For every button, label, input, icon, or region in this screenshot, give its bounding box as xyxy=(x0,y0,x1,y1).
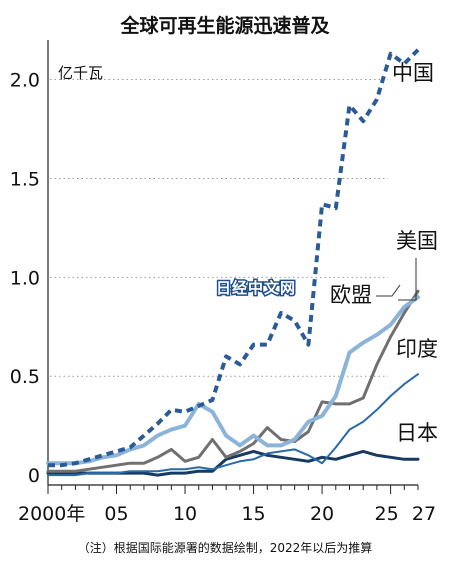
y-tick-label: 0 xyxy=(28,465,40,487)
series-label-4: 日本 xyxy=(396,421,438,445)
axes: 0 0.5 1.0 1.5 2.0 2000年 05 10 15 20 25 27 xyxy=(10,40,436,525)
y-tick-label: 1.5 xyxy=(10,168,40,190)
series-label-0: 中国 xyxy=(392,61,434,85)
series-lines xyxy=(46,48,420,477)
footnote: （注）根据国际能源署的数据绘制，2022年以后为推算 xyxy=(78,540,373,555)
y-tick-label: 2.0 xyxy=(10,70,40,92)
watermark: 日经中文网 xyxy=(216,279,296,297)
grid-lines xyxy=(50,79,388,377)
chart-title: 全球可再生能源迅速普及 xyxy=(119,14,330,37)
x-tick-label: 27 xyxy=(412,503,436,525)
series-label-3: 印度 xyxy=(396,337,438,361)
x-tick-label: 2000年 xyxy=(18,503,85,525)
label-leader-line xyxy=(398,258,417,301)
y-tick-label: 0.5 xyxy=(10,366,40,388)
series-line-2 xyxy=(46,289,420,473)
series-line-0 xyxy=(48,48,420,468)
series-line-3 xyxy=(47,373,419,477)
y-tick-label: 1.0 xyxy=(10,267,40,289)
x-tick-label: 10 xyxy=(173,503,197,525)
x-tick-label: 15 xyxy=(241,503,265,525)
series-label-1: 美国 xyxy=(396,229,438,253)
x-tick-label: 05 xyxy=(104,503,128,525)
x-tick-label: 25 xyxy=(374,503,398,525)
label-leader-line xyxy=(376,284,401,297)
series-label-2: 欧盟 xyxy=(330,283,372,307)
y-unit-label: 亿千瓦 xyxy=(58,64,103,82)
series-line-1 xyxy=(46,295,420,466)
x-tick-label: 20 xyxy=(310,503,334,525)
